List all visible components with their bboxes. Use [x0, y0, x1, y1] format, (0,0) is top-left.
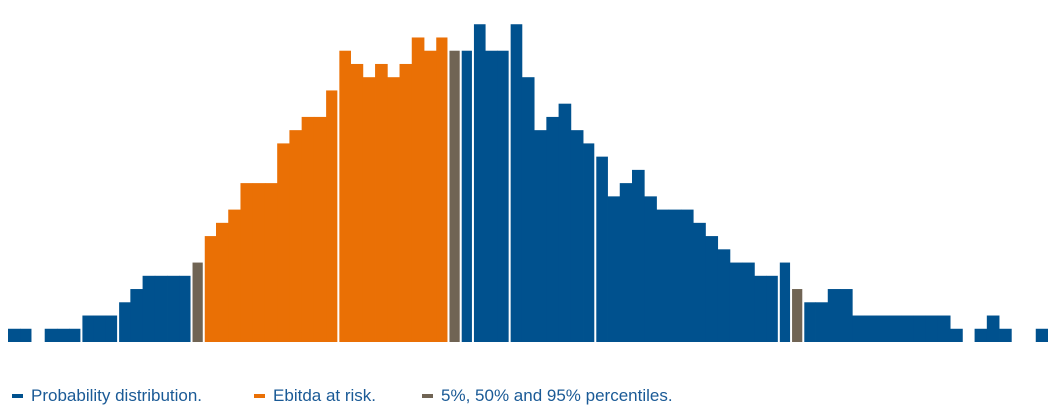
histogram-bar-53: [656, 209, 670, 342]
histogram-bar-52: [644, 196, 657, 342]
legend-swatch-probability-distribution: [12, 394, 23, 398]
histogram-bar-80: [986, 315, 1000, 342]
histogram-bar-68: [840, 289, 853, 342]
histogram-bar-81: [999, 328, 1012, 342]
histogram-bar-37: [460, 50, 474, 342]
histogram-bar-39: [485, 50, 498, 342]
histogram-bar-7: [93, 315, 107, 342]
histogram-bar-31: [387, 77, 400, 342]
histogram-bar-77: [950, 328, 963, 342]
histogram-bar-61: [754, 275, 767, 342]
histogram-bar-84: [1035, 328, 1048, 342]
histogram-bar-4: [56, 328, 70, 342]
legend-item-ebitda-at-risk: Ebitda at risk.: [254, 386, 376, 406]
histogram-bar-50: [619, 183, 633, 342]
histogram-bar-76: [937, 315, 951, 342]
histogram-bar-16: [203, 236, 217, 342]
histogram-bar-1: [20, 328, 33, 342]
histogram-bar-14: [179, 275, 192, 342]
histogram-bar-48: [595, 156, 608, 342]
histogram-bar-65: [803, 302, 816, 342]
histogram-bar-33: [411, 37, 425, 342]
legend-swatch-percentiles: [422, 394, 434, 398]
histogram-bar-25: [313, 116, 327, 342]
histogram-bar-27: [338, 50, 351, 342]
histogram-bar-40: [497, 50, 511, 342]
histogram-bar-60: [742, 262, 755, 342]
histogram-bar-6: [81, 315, 95, 342]
histogram-bar-22: [277, 143, 290, 342]
histogram-bar-54: [668, 209, 682, 342]
histogram-bar-26: [326, 90, 339, 342]
histogram-bar-8: [105, 315, 119, 342]
histogram-bar-29: [362, 77, 376, 342]
histogram-bar-63: [778, 262, 792, 342]
histogram-bar-45: [558, 103, 572, 343]
histogram-bar-0: [8, 328, 21, 342]
histogram-bar-64: [791, 289, 804, 342]
histogram-bar-3: [44, 328, 58, 342]
histogram-bar-32: [399, 63, 413, 343]
histogram-bar-23: [289, 130, 303, 342]
histogram-bar-49: [607, 196, 621, 342]
histogram-bar-71: [876, 315, 890, 342]
histogram-bar-18: [228, 209, 241, 342]
histogram-bar-73: [901, 315, 914, 342]
histogram-bar-9: [118, 302, 131, 342]
histogram-bar-59: [729, 262, 743, 342]
histogram-bar-55: [680, 209, 694, 342]
legend-item-percentiles: 5%, 50% and 95% percentiles.: [422, 386, 673, 406]
legend-label-probability-distribution: Probability distribution.: [31, 386, 203, 405]
histogram-bar-79: [974, 328, 988, 342]
histogram-bar-17: [216, 222, 229, 342]
histogram-bar-34: [424, 50, 437, 342]
histogram-bar-10: [130, 289, 143, 342]
legend-swatch-ebitda-at-risk: [254, 394, 266, 398]
histogram-bar-74: [913, 315, 927, 342]
histogram-bar-46: [570, 130, 584, 342]
histogram-bar-66: [815, 302, 829, 342]
legend-item-probability-distribution: Probability distribution.: [12, 386, 202, 406]
histogram-bar-21: [264, 183, 278, 342]
histogram-bar-62: [766, 275, 780, 342]
histogram-bar-38: [472, 24, 486, 343]
histogram-bar-36: [448, 50, 462, 342]
histogram-bar-41: [509, 24, 523, 343]
histogram-bar-30: [375, 63, 388, 343]
histogram-bar-67: [827, 289, 841, 342]
histogram-bar-56: [693, 222, 706, 342]
histogram-bar-44: [546, 116, 559, 342]
histogram-bar-28: [350, 63, 364, 343]
legend-label-ebitda-at-risk: Ebitda at risk.: [273, 386, 377, 405]
histogram-bar-11: [142, 275, 156, 342]
histogram-bar-43: [534, 130, 547, 342]
histogram-bar-58: [717, 249, 731, 342]
histogram-bar-70: [864, 315, 878, 342]
histogram-bar-5: [69, 328, 82, 342]
histogram-bar-15: [191, 262, 205, 342]
histogram-bar-51: [632, 169, 645, 342]
histogram-bar-24: [301, 116, 315, 342]
histogram-bar-35: [436, 37, 449, 342]
histogram-chart: [8, 24, 1048, 343]
histogram-bar-19: [240, 183, 254, 342]
histogram-bar-12: [154, 275, 168, 342]
legend: Probability distribution. Ebitda at risk…: [0, 382, 1048, 410]
histogram-bar-20: [252, 183, 266, 342]
histogram-bar-42: [521, 77, 535, 342]
histogram-bar-72: [888, 315, 902, 342]
histogram-bar-13: [167, 275, 180, 342]
legend-label-percentiles: 5%, 50% and 95% percentiles.: [441, 386, 673, 405]
histogram-bar-69: [852, 315, 865, 342]
histogram-bar-47: [583, 143, 596, 342]
histogram-bar-57: [705, 236, 719, 342]
histogram-bar-75: [925, 315, 939, 342]
